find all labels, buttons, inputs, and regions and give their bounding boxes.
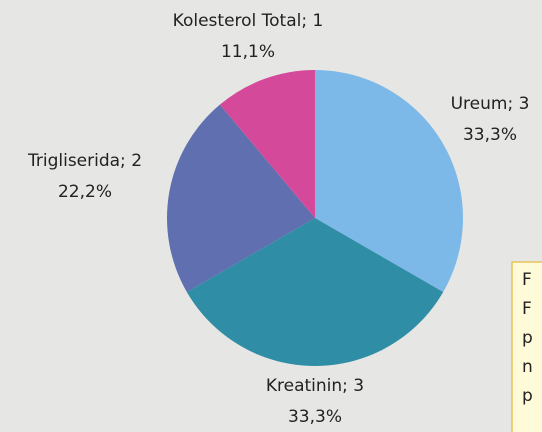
data-label: Kolesterol Total; 1 [173,11,324,31]
percent-label: 33,3% [288,407,342,427]
note-line: n [522,357,533,377]
pie-slice [315,70,463,292]
note-line: F [522,299,532,319]
pie [167,70,463,366]
note-line: F [522,270,532,290]
pie-slice [219,70,315,218]
percent-label: 11,1% [221,42,275,62]
data-label: Ureum; 3 [451,94,530,114]
labels: Ureum; 3 33,3% Kreatinin; 3 33,3% Trigliseri… [27,11,529,427]
data-label: Trigliserida; 2 [27,151,142,171]
percent-label: 33,3% [463,125,517,145]
note-box [511,261,542,432]
percent-label: 22,2% [58,182,112,202]
note-line: p [522,386,533,406]
data-label: Kreatinin; 3 [266,376,364,396]
note-line: p [522,328,533,348]
pie-slice [167,104,315,292]
